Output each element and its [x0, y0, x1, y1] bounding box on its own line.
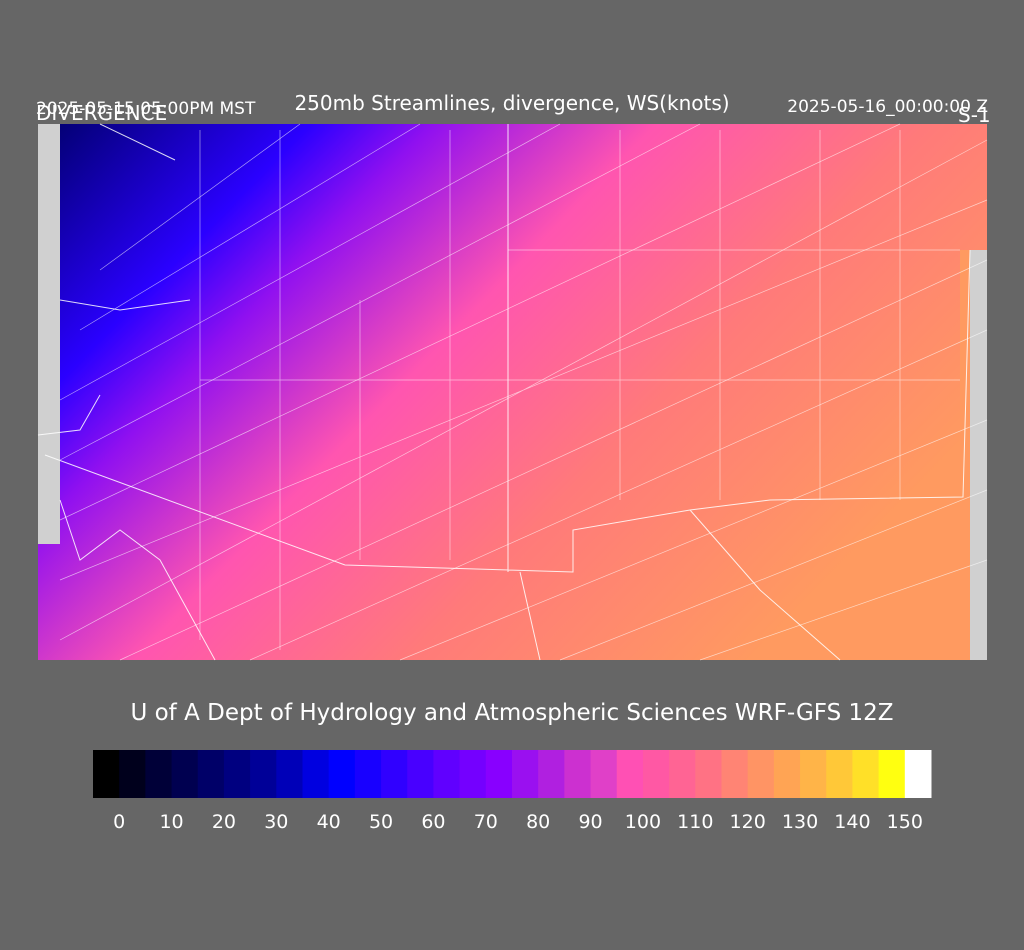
color-swatch: [852, 750, 880, 798]
color-swatch: [642, 750, 670, 798]
colorbar-tick-label: 80: [526, 811, 550, 833]
valid-time: 2025-05-16_00:00:00 Z: [787, 97, 988, 117]
colorbar-tick-label: 50: [369, 811, 393, 833]
color-swatch: [93, 750, 120, 798]
color-swatch: [302, 750, 330, 798]
colorbar-tick-label: 100: [625, 811, 661, 833]
map: [37, 123, 988, 661]
color-swatch: [800, 750, 827, 798]
colorbar-tick-label: 120: [730, 811, 766, 833]
color-swatch: [747, 750, 775, 798]
run-label: S-1: [958, 103, 991, 127]
color-swatch: [721, 750, 749, 798]
color-swatch: [590, 750, 618, 798]
colorbar-tick-label: 20: [212, 811, 236, 833]
color-swatch: [878, 750, 906, 798]
color-swatch: [459, 750, 487, 798]
color-swatch: [119, 750, 146, 798]
color-swatch: [250, 750, 277, 798]
color-swatch: [904, 750, 932, 798]
color-swatch: [354, 750, 382, 798]
title: 250mb Streamlines, divergence, WS(knots): [294, 91, 729, 115]
colorbar-tick-label: 90: [578, 811, 602, 833]
color-swatch: [197, 750, 225, 798]
color-swatch: [669, 750, 696, 798]
colorbar-tick-label: 30: [264, 811, 288, 833]
color-swatch: [171, 750, 199, 798]
color-swatch: [512, 750, 539, 798]
color-swatch: [433, 750, 461, 798]
color-swatch: [485, 750, 513, 798]
colorbar-tick-label: 40: [317, 811, 341, 833]
colorbar-tick-label: 70: [474, 811, 498, 833]
colorbar-tick-label: 110: [677, 811, 713, 833]
color-swatch: [381, 750, 408, 798]
color-swatch: [276, 750, 303, 798]
colorbar-tick-label: 150: [887, 811, 923, 833]
color-swatch: [407, 750, 434, 798]
color-swatch: [695, 750, 722, 798]
colorbar-tick-label: 130: [782, 811, 818, 833]
colorbar-tick-label: 140: [834, 811, 870, 833]
color-swatch: [773, 750, 801, 798]
local-time: 2025-05-15 05:00PM MST: [36, 99, 256, 119]
colorbar-tick-label: 0: [113, 811, 125, 833]
colorbar: 0 10 20 30 40 50 60 70 80 90 100 110 120 130 140 150: [93, 750, 932, 833]
colorbar-tick-label: 60: [421, 811, 445, 833]
color-swatch: [223, 750, 251, 798]
color-swatch: [145, 750, 173, 798]
color-swatch: [538, 750, 565, 798]
color-swatch: [616, 750, 644, 798]
field-label: DIVERGENCE: [36, 101, 167, 125]
color-swatch: [826, 750, 853, 798]
color-swatch: [564, 750, 592, 798]
color-swatch: [328, 750, 356, 798]
footer: U of A Dept of Hydrology and Atmospheric…: [130, 700, 893, 726]
colorbar-tick-label: 10: [159, 811, 183, 833]
